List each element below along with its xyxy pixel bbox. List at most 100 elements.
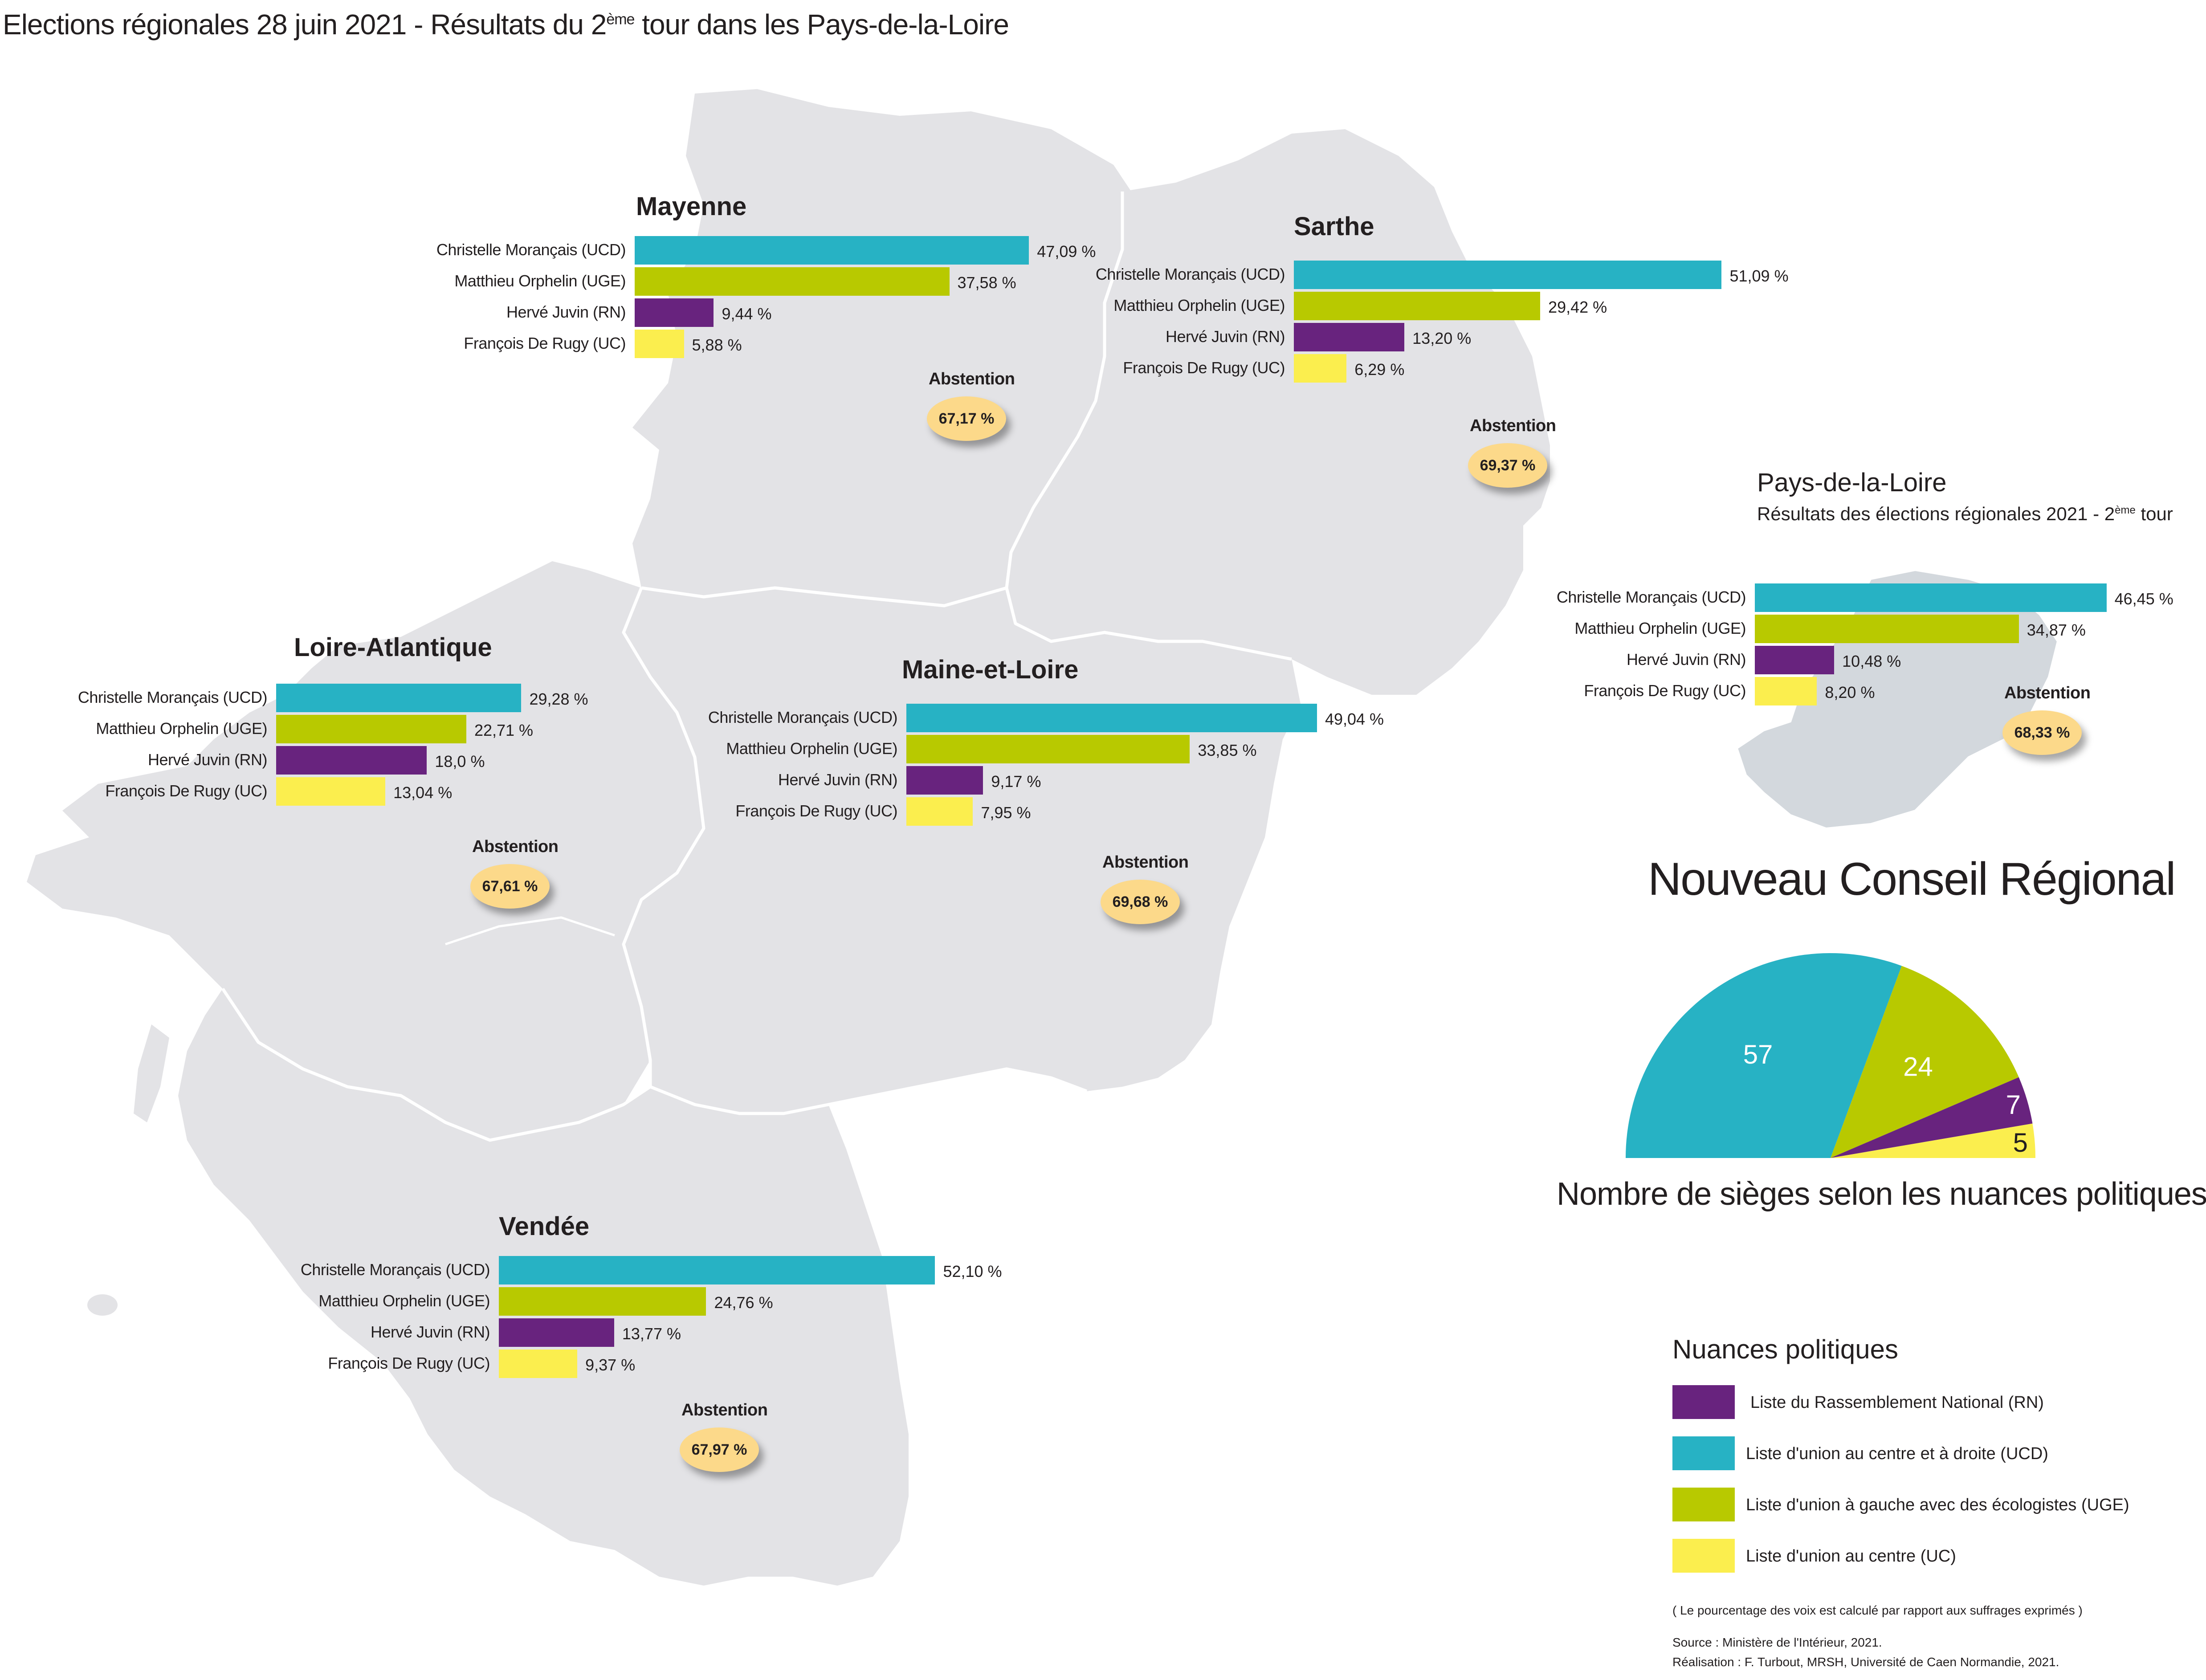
abstention-badge: 67,17 % [927, 396, 1006, 441]
candidate-label: Christelle Morançais (UCD) [300, 1260, 490, 1279]
bar-ucd [635, 236, 1029, 265]
page-title-suffix: tour dans les Pays-de-la-Loire [634, 8, 1009, 41]
panel-title: Sarthe [1294, 212, 1374, 241]
legend-label: Liste d'union au centre (UC) [1746, 1547, 1956, 1566]
seat-slice-ucd [1626, 953, 1902, 1158]
candidate-label: Matthieu Orphelin (UGE) [1113, 296, 1285, 314]
bar-rn [499, 1318, 614, 1347]
region-subtitle-prefix: Résultats des élections régionales 2021 … [1757, 503, 2115, 524]
bar-ucd [1294, 261, 1722, 289]
bar-uc [635, 330, 684, 358]
candidate-label: François De Rugy (UC) [735, 802, 897, 820]
seat-count-label: 7 [2006, 1090, 2021, 1120]
page-title-superscript: ème [606, 11, 635, 28]
bar-rn [1755, 646, 1835, 674]
abstention-badge: 67,61 % [470, 864, 550, 909]
legend-label: Liste du Rassemblement National (RN) [1750, 1393, 2044, 1412]
legend-label: Liste d'union au centre et à droite (UCD… [1746, 1444, 2048, 1463]
council-seats-chart: 57 24 7 5 [1626, 953, 2035, 1158]
bar-ucd [499, 1256, 935, 1284]
candidate-label: François De Rugy (UC) [1123, 359, 1285, 377]
bar-uc [1755, 677, 1817, 705]
candidate-label: Hervé Juvin (RN) [1626, 650, 1746, 669]
abstention-badge: 68,33 % [2002, 710, 2082, 755]
bar-value: 9,44 % [722, 305, 772, 323]
bar-value: 34,87 % [2027, 621, 2086, 639]
bar-value: 29,42 % [1548, 298, 1607, 316]
bar-value: 6,29 % [1354, 360, 1405, 379]
seat-count-label: 24 [1903, 1052, 1933, 1081]
bar-value: 51,09 % [1729, 267, 1789, 285]
bar-rn [276, 746, 427, 775]
bar-value: 52,10 % [943, 1262, 1002, 1280]
bar-rn [1294, 323, 1405, 351]
candidate-label: Matthieu Orphelin (UGE) [1574, 619, 1746, 637]
bar-value: 5,88 % [692, 336, 742, 354]
footnote-source: Source : Ministère de l'Intérieur, 2021. [1672, 1635, 1882, 1649]
panel-title: Maine-et-Loire [902, 655, 1079, 684]
council-title: Nouveau Conseil Régional [1648, 853, 2176, 905]
page-title-prefix: Elections régionales 28 juin 2021 - Résu… [3, 8, 607, 41]
bar-uge [1294, 292, 1541, 320]
seats-caption: Nombre de sièges selon les nuances polit… [1557, 1176, 2206, 1212]
region-subtitle: Résultats des élections régionales 2021 … [1757, 503, 2173, 525]
bar-value: 10,48 % [1842, 652, 1901, 670]
candidate-label: François De Rugy (UC) [1584, 681, 1746, 700]
bar-value: 13,20 % [1412, 329, 1472, 347]
bar-uc [276, 777, 386, 806]
bar-value: 46,45 % [2114, 590, 2173, 608]
bar-value: 24,76 % [714, 1293, 773, 1312]
bar-value: 29,28 % [529, 690, 588, 708]
seat-slice-uc [1831, 1123, 2035, 1158]
bar-value: 18,0 % [435, 752, 485, 771]
mayenne-land [632, 89, 1140, 606]
bar-uc [906, 797, 973, 826]
abstention-label: Abstention [1470, 416, 1556, 435]
abstention-label: Abstention [929, 370, 1015, 388]
legend-title: Nuances politiques [1672, 1334, 1898, 1364]
loire-atlantique-land [27, 561, 704, 1140]
footnote-method: ( Le pourcentage des voix est calculé pa… [1672, 1603, 2083, 1617]
candidate-label: Hervé Juvin (RN) [506, 303, 626, 321]
page-title: Elections régionales 28 juin 2021 - Résu… [3, 8, 1009, 41]
bar-uge [635, 267, 950, 296]
bar-value: 7,95 % [981, 803, 1031, 822]
bar-value: 47,09 % [1037, 242, 1096, 261]
bar-value: 13,04 % [393, 783, 453, 802]
bar-ucd [906, 704, 1317, 732]
bar-rn [635, 298, 714, 327]
bar-value: 13,77 % [622, 1325, 681, 1343]
candidate-label: Christelle Morançais (UCD) [1095, 265, 1285, 283]
bar-uc [1294, 354, 1347, 383]
bar-value: 22,71 % [474, 721, 534, 739]
region-title: Pays-de-la-Loire [1757, 468, 1947, 497]
legend-swatch-uc [1672, 1539, 1735, 1573]
candidate-label: François De Rugy (UC) [464, 334, 626, 352]
legend-label: Liste d'union à gauche avec des écologis… [1746, 1496, 2129, 1514]
abstention-label: Abstention [1102, 853, 1189, 872]
abstention-badge: 69,37 % [1468, 443, 1547, 488]
bar-uge [1755, 615, 2019, 643]
candidate-label: Christelle Morançais (UCD) [77, 688, 268, 706]
yeu-island [87, 1294, 118, 1316]
bar-uge [499, 1287, 706, 1316]
bar-value: 33,85 % [1198, 741, 1257, 759]
candidate-label: Hervé Juvin (RN) [147, 750, 268, 769]
noirmoutier-island [134, 1024, 169, 1122]
abstention-badge: 67,97 % [680, 1427, 759, 1472]
bar-value: 8,20 % [1825, 683, 1875, 701]
bar-uge [276, 715, 466, 743]
bar-value: 49,04 % [1325, 710, 1384, 728]
abstention-badge: 69,68 % [1101, 880, 1180, 924]
abstention-label: Abstention [681, 1401, 768, 1419]
seat-count-label: 57 [1743, 1040, 1773, 1069]
legend-swatch-rn [1672, 1385, 1735, 1419]
bar-value: 9,17 % [991, 772, 1041, 791]
bar-ucd [276, 684, 522, 712]
candidate-label: Matthieu Orphelin (UGE) [454, 272, 626, 290]
panel-title: Mayenne [636, 192, 747, 221]
candidate-label: Christelle Morançais (UCD) [708, 708, 898, 726]
panel-title: Vendée [499, 1212, 590, 1241]
bar-value: 9,37 % [585, 1356, 636, 1374]
seat-count-label: 5 [2013, 1128, 2028, 1158]
